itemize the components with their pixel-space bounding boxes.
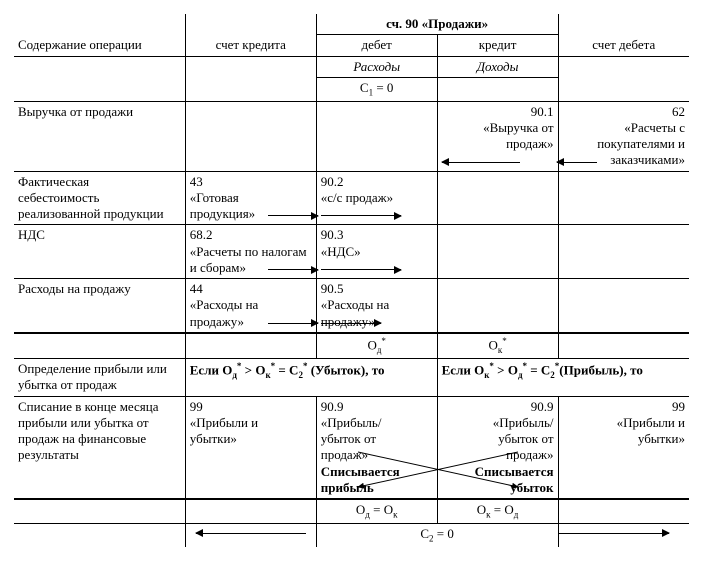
col-debit-dst: счет дебета: [558, 35, 689, 56]
c1-cell: С1 = 0: [316, 77, 437, 101]
vat-credit-src: 68.2«Расчеты по налогами сборам»: [185, 225, 316, 279]
arrow-bottom-left: [196, 533, 306, 534]
sellexp-credit-src: 44«Расходы напродажу»: [185, 279, 316, 333]
row-eq: Oд = Oк Oк = Oд: [14, 499, 689, 523]
row-vat: НДС 68.2«Расчеты по налогами сборам» 90.…: [14, 225, 689, 279]
turnover-ok: Oк*: [437, 333, 558, 359]
arrow-sell-src: [268, 323, 318, 324]
subheader-row: Расходы Доходы: [14, 56, 689, 77]
cost-debit-acc: 90.2«с/с продаж»: [316, 171, 437, 225]
arrow-cost-in: [321, 215, 401, 216]
sub-expenses: Расходы: [316, 56, 437, 77]
row-turnover: Oд* Oк*: [14, 333, 689, 359]
revenue-debit-dst: 62«Расчеты спокупателями изаказчиками»: [558, 101, 689, 171]
op-vat: НДС: [14, 225, 185, 279]
turnover-od: Oд*: [316, 333, 437, 359]
ok-eq-od: Oк = Oд: [437, 499, 558, 523]
arrow-cost-src: [268, 215, 318, 216]
row-cost: Фактическаясебестоимостьреализованной пр…: [14, 171, 689, 225]
cond-loss: Если Oд* > Oк* = С2* (Убыток), то: [185, 359, 437, 397]
col-credit-src: счет кредита: [185, 35, 316, 56]
writeoff-debit-acc: 90.9«Прибыль/убыток отпродаж»Списывается…: [316, 396, 437, 499]
col-debit: дебет: [316, 35, 437, 56]
col-op: Содержание операции: [14, 35, 185, 56]
row-c2: С2 = 0: [14, 523, 689, 546]
arrow-vat-src: [268, 269, 318, 270]
op-sellexp: Расходы на продажу: [14, 279, 185, 333]
row-profit-det: Определение прибыли илиубытка от продаж …: [14, 359, 689, 397]
arrow-vat-in: [321, 269, 401, 270]
writeoff-debit-dst: 99«Прибыли иубытки»: [558, 396, 689, 499]
arrow-sell-in: [321, 323, 381, 324]
op-writeoff: Списание в конце месяцаприбыли или убытк…: [14, 396, 185, 499]
cost-credit-src: 43«Готоваяпродукция»: [185, 171, 316, 225]
accounting-table: сч. 90 «Продажи» Содержание операции сче…: [14, 14, 689, 547]
op-revenue: Выручка от продажи: [14, 101, 185, 171]
c2-cell: С2 = 0: [316, 523, 558, 546]
row-revenue: Выручка от продажи 90.1«Выручка отпродаж…: [14, 101, 689, 171]
od-eq-ok: Oд = Oк: [316, 499, 437, 523]
header-acct-row: сч. 90 «Продажи»: [14, 14, 689, 35]
revenue-credit-acc: 90.1«Выручка отпродаж»: [437, 101, 558, 171]
vat-debit-acc: 90.3«НДС»: [316, 225, 437, 279]
sellexp-debit-acc: 90.5«Расходы напродажу»: [316, 279, 437, 333]
writeoff-credit-acc: 90.9«Прибыль/убыток отпродаж»Списывается…: [437, 396, 558, 499]
op-cost: Фактическаясебестоимостьреализованной пр…: [14, 171, 185, 225]
op-profit-det: Определение прибыли илиубытка от продаж: [14, 359, 185, 397]
row-sellexp: Расходы на продажу 44«Расходы напродажу»…: [14, 279, 689, 333]
arrow-bottom-right: [559, 533, 669, 534]
arrow-revenue-left: [557, 162, 597, 163]
header-cols: Содержание операции счет кредита дебет к…: [14, 35, 689, 56]
cond-profit: Если Oк* > Oд* = С2*(Прибыль), то: [437, 359, 689, 397]
sub-income: Доходы: [437, 56, 558, 77]
account-title: сч. 90 «Продажи»: [316, 14, 558, 35]
row-writeoff: Списание в конце месяцаприбыли или убытк…: [14, 396, 689, 499]
writeoff-credit-src: 99«Прибыли иубытки»: [185, 396, 316, 499]
arrow-revenue-in: [442, 162, 520, 163]
col-credit: кредит: [437, 35, 558, 56]
c1-row: С1 = 0: [14, 77, 689, 101]
